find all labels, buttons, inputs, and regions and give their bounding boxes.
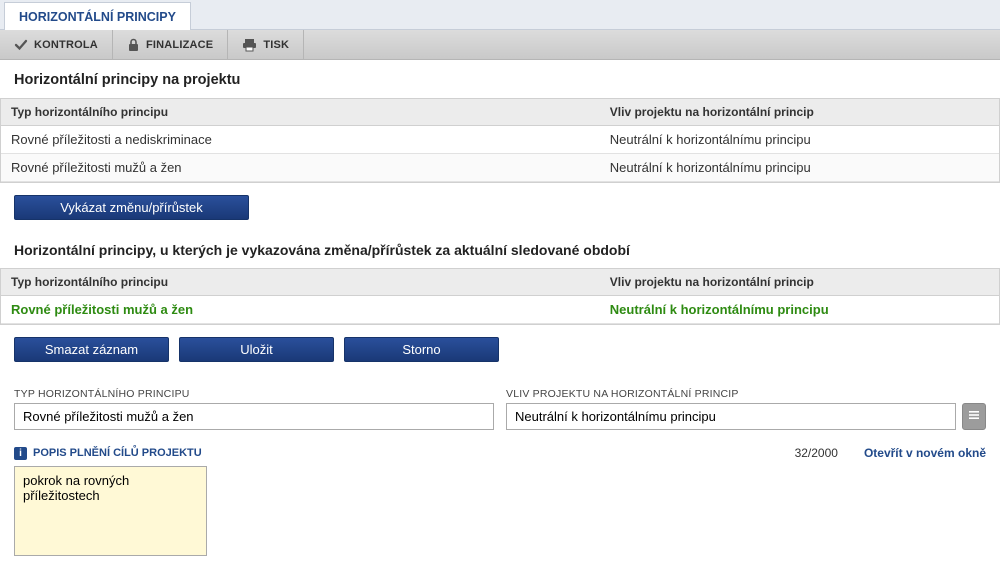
td-typ: Rovné příležitosti mužů a žen	[1, 154, 600, 181]
toolbar-label: TISK	[263, 39, 289, 51]
toolbar-label: FINALIZACE	[146, 39, 213, 51]
table-header: Typ horizontálního principu Vliv projekt…	[1, 99, 999, 126]
check-icon	[14, 38, 28, 52]
tisk-button[interactable]: TISK	[228, 30, 304, 59]
toolbar-label: KONTROLA	[34, 39, 98, 51]
desc-label: POPIS PLNĚNÍ CÍLŮ PROJEKTU	[33, 447, 202, 459]
table-principy: Typ horizontálního principu Vliv projekt…	[0, 98, 1000, 183]
print-icon	[242, 38, 257, 52]
smazat-button[interactable]: Smazat záznam	[14, 337, 169, 362]
table-zmeny: Typ horizontálního principu Vliv projekt…	[0, 268, 1000, 325]
finalizace-button[interactable]: FINALIZACE	[113, 30, 228, 59]
table-row[interactable]: Rovné příležitosti mužů a žen Neutrální …	[1, 296, 999, 324]
th-typ: Typ horizontálního principu	[1, 99, 600, 125]
td-vliv: Neutrální k horizontálnímu principu	[600, 296, 999, 323]
table-row[interactable]: Rovné příležitosti a nediskriminace Neut…	[1, 126, 999, 154]
info-icon: i	[14, 447, 27, 460]
toolbar: KONTROLA FINALIZACE TISK	[0, 30, 1000, 60]
vykazat-zmenu-button[interactable]: Vykázat změnu/přírůstek	[14, 195, 249, 220]
th-vliv: Vliv projektu na horizontální princip	[600, 99, 999, 125]
td-vliv: Neutrální k horizontálnímu principu	[600, 126, 999, 153]
form-col-typ: TYP HORIZONTÁLNÍHO PRINCIPU	[14, 388, 494, 430]
typ-label: TYP HORIZONTÁLNÍHO PRINCIPU	[14, 388, 494, 400]
table-header: Typ horizontálního principu Vliv projekt…	[1, 269, 999, 296]
form-row: TYP HORIZONTÁLNÍHO PRINCIPU VLIV PROJEKT…	[0, 388, 1000, 430]
desc-textarea[interactable]	[14, 466, 207, 556]
desc-header: i POPIS PLNĚNÍ CÍLŮ PROJEKTU 32/2000 Ote…	[0, 430, 1000, 462]
section2-title: Horizontální principy, u kterých je vyka…	[0, 232, 1000, 268]
th-typ: Typ horizontálního principu	[1, 269, 600, 295]
vliv-input[interactable]	[506, 403, 956, 430]
section1-title: Horizontální principy na projektu	[0, 60, 1000, 98]
form-col-vliv: VLIV PROJEKTU NA HORIZONTÁLNÍ PRINCIP	[506, 388, 986, 430]
button-row-crud: Smazat záznam Uložit Storno	[0, 325, 1000, 374]
kontrola-button[interactable]: KONTROLA	[0, 30, 113, 59]
td-vliv: Neutrální k horizontálnímu principu	[600, 154, 999, 181]
ulozit-button[interactable]: Uložit	[179, 337, 334, 362]
vliv-label: VLIV PROJEKTU NA HORIZONTÁLNÍ PRINCIP	[506, 388, 986, 400]
table-row[interactable]: Rovné příležitosti mužů a žen Neutrální …	[1, 154, 999, 182]
lock-icon	[127, 38, 140, 52]
storno-button[interactable]: Storno	[344, 337, 499, 362]
typ-input[interactable]	[14, 403, 494, 430]
vliv-input-group	[506, 403, 986, 430]
td-typ: Rovné příležitosti a nediskriminace	[1, 126, 600, 153]
td-typ: Rovné příležitosti mužů a žen	[1, 296, 600, 323]
desc-counter: 32/2000	[795, 446, 838, 460]
tab-bar: HORIZONTÁLNÍ PRINCIPY	[0, 0, 1000, 30]
button-row: Vykázat změnu/přírůstek	[0, 183, 1000, 232]
vliv-picker-button[interactable]	[962, 403, 986, 430]
open-new-window-link[interactable]: Otevřít v novém okně	[864, 446, 986, 460]
th-vliv: Vliv projektu na horizontální princip	[600, 269, 999, 295]
tab-horizontalni-principy[interactable]: HORIZONTÁLNÍ PRINCIPY	[4, 2, 191, 30]
list-icon	[967, 408, 981, 425]
